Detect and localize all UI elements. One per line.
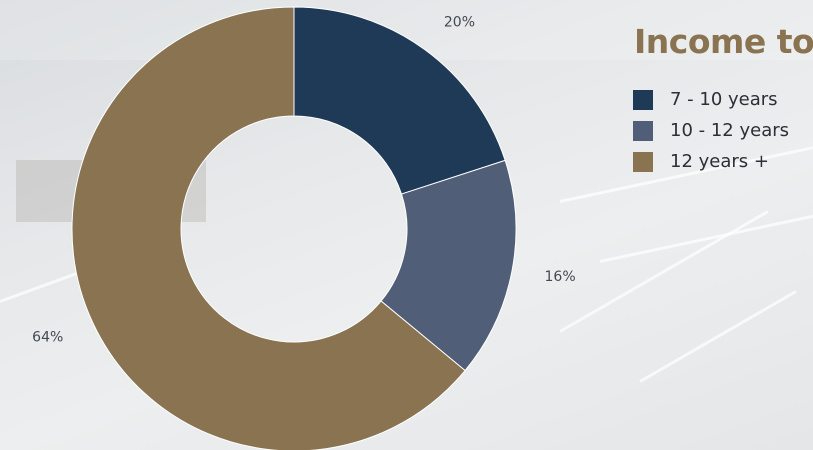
legend-item-12-years-plus: 12 years + bbox=[633, 146, 789, 177]
chart-title: Income to bbox=[634, 22, 813, 61]
legend-label: 10 - 12 years bbox=[670, 120, 790, 141]
donut-slice bbox=[380, 159, 517, 372]
slice-value-label: 64% bbox=[32, 330, 63, 346]
legend-swatch bbox=[633, 151, 653, 172]
slice-value-label: 16% bbox=[545, 269, 576, 285]
legend-swatch bbox=[633, 89, 653, 110]
slice-value-label: 20% bbox=[444, 15, 475, 31]
donut-slice bbox=[71, 6, 466, 450]
legend-label: 12 years + bbox=[670, 151, 769, 172]
legend-label: 7 - 10 years bbox=[670, 89, 778, 110]
legend-item-10-12-years: 10 - 12 years bbox=[633, 115, 789, 146]
legend-item-7-10-years: 7 - 10 years bbox=[633, 84, 789, 115]
donut-slices bbox=[71, 6, 517, 450]
legend-swatch bbox=[633, 120, 653, 141]
chart-legend: 7 - 10 years 10 - 12 years 12 years + bbox=[633, 84, 789, 177]
donut-slice bbox=[293, 6, 506, 195]
slice-labels: 20% 16% 64% bbox=[32, 15, 575, 346]
